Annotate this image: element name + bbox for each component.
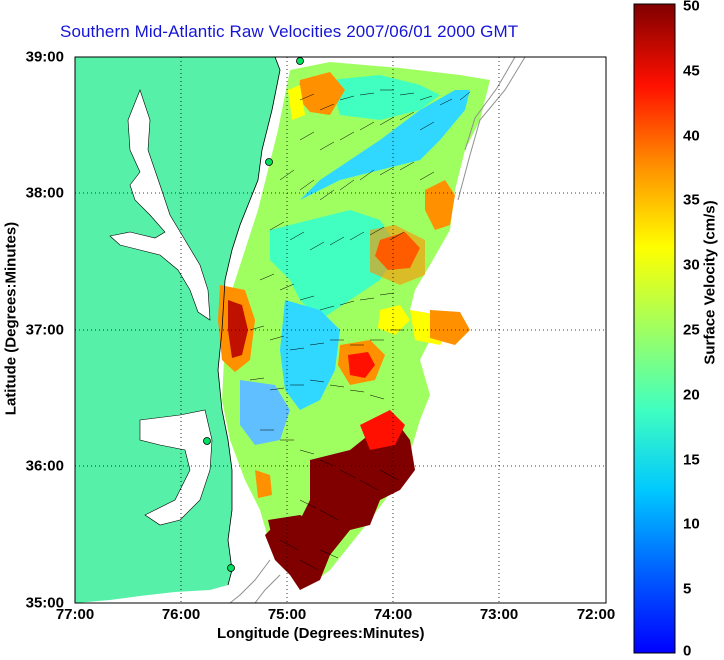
y-tick-label: 35:00 [25,594,64,612]
colorbar-tick-label: 0 [683,642,692,660]
colorbar-tick-label: 20 [683,386,700,404]
map-title: Southern Mid-Atlantic Raw Velocities 200… [60,22,519,41]
chesapeake-bay [109,89,211,321]
grid-lines [75,57,606,603]
x-tick-label: 76:00 [161,606,201,623]
station-marker [203,437,211,445]
station-marker [265,158,273,166]
x-axis-label: Longitude (Degrees:Minutes) [217,625,425,642]
y-tick-label: 37:00 [25,321,64,339]
station-marker [296,57,304,65]
velocity-vectors [249,89,471,571]
y-axis-label: Latitude (Degrees:Minutes) [2,221,20,416]
x-tick-label: 74:00 [373,606,413,623]
y-tick-label: 39:00 [25,48,64,66]
colorbar-tick-label: 10 [683,515,700,533]
colorbar-label: Surface Velocity (cm/s) [701,200,719,365]
y-tick-label: 36:00 [25,457,64,475]
x-tick-label: 77:00 [55,606,95,623]
x-tick-label: 73:00 [479,606,519,623]
colorbar-tick-label: 5 [683,580,692,598]
land-mass [75,57,280,603]
x-tick-label: 72:00 [576,606,616,623]
colorbar-tick-label: 30 [683,256,700,274]
x-tick-label: 75:00 [267,606,307,623]
y-tick-label: 38:00 [25,184,64,202]
coastline [217,57,281,586]
colorbar-tick-label: 15 [683,451,700,469]
colorbar-tick-label: 50 [683,0,700,15]
colorbar [633,3,676,654]
sound [139,409,213,526]
hf-radar-stations [203,57,304,572]
colorbar-tick-label: 25 [683,321,700,339]
bathymetry-contours [229,57,526,603]
colorbar-tick-label: 45 [683,62,700,80]
colorbar-tick-label: 40 [683,127,700,145]
plot-frame [74,56,607,604]
colorbar-tick-label: 35 [683,191,700,209]
station-marker [227,564,235,572]
